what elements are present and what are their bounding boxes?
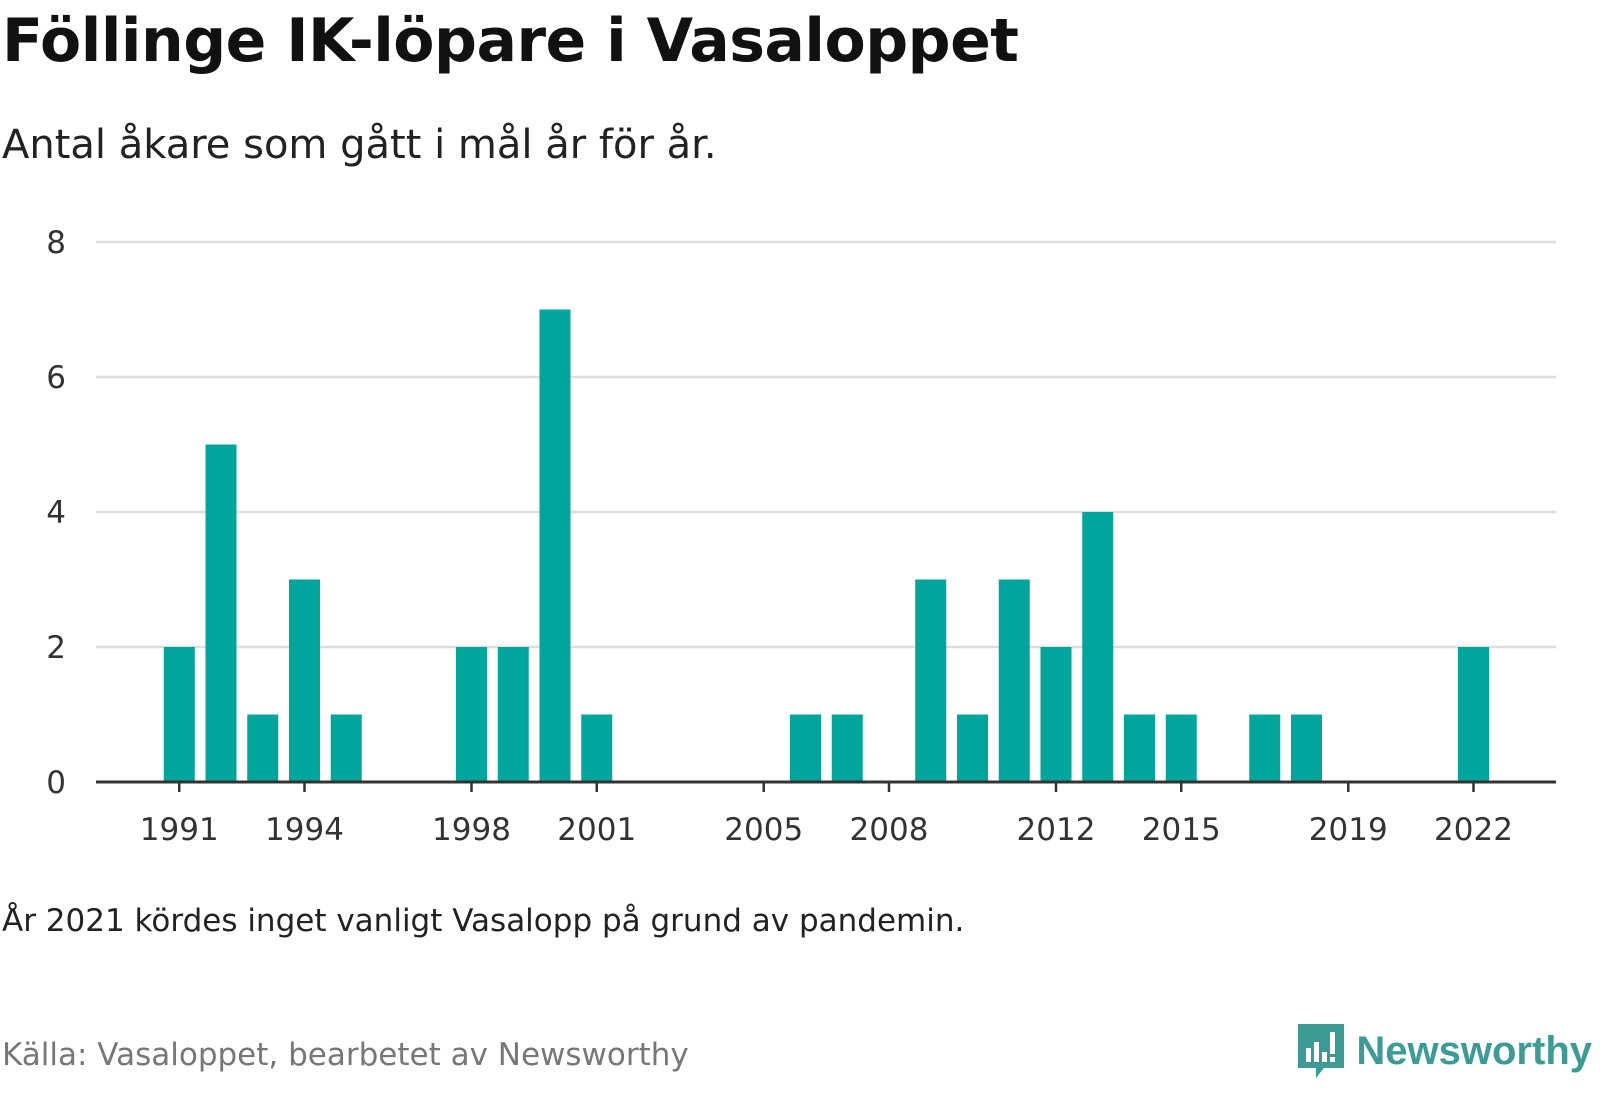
bar xyxy=(831,714,863,782)
bar xyxy=(247,714,279,782)
y-tick-label: 4 xyxy=(46,495,66,531)
bar xyxy=(330,714,362,782)
bar xyxy=(497,647,529,782)
bar xyxy=(1040,647,1072,782)
bar xyxy=(998,579,1030,782)
bar xyxy=(1165,714,1197,782)
x-tick-label: 2008 xyxy=(850,812,929,848)
y-tick-label: 2 xyxy=(46,630,66,666)
bar xyxy=(957,714,988,782)
x-tick-label: 1991 xyxy=(140,812,219,848)
y-axis-ticks: 0 2 4 6 8 xyxy=(46,225,66,801)
y-tick-label: 0 xyxy=(46,765,66,801)
source-text: Källa: Vasaloppet, bearbetet av Newswort… xyxy=(2,1037,689,1073)
bar xyxy=(581,714,613,782)
chart-title: Föllinge IK-löpare i Vasaloppet xyxy=(2,6,1019,76)
chart-subtitle: Antal åkare som gått i mål år för år. xyxy=(2,122,717,168)
bar xyxy=(915,579,947,782)
bar xyxy=(1082,512,1114,782)
bar xyxy=(456,647,487,782)
bar-chart: 0 2 4 6 8 1991 1994 1998 2001 2005 2008 2012 2015 20… xyxy=(46,225,1556,848)
x-axis-ticks: 1991 1994 1998 2001 2005 2008 2012 2015 2019 2022 xyxy=(140,782,1513,848)
x-tick-label: 2005 xyxy=(724,812,803,848)
y-tick-label: 6 xyxy=(46,360,66,396)
bar xyxy=(1249,714,1281,782)
chart-note: År 2021 kördes inget vanligt Vasalopp på… xyxy=(2,903,965,939)
bar xyxy=(790,714,821,782)
bar xyxy=(163,647,195,782)
x-tick-label: 1994 xyxy=(265,812,344,848)
gridlines xyxy=(96,240,1556,649)
newsworthy-logo[interactable]: Newsworthy xyxy=(1296,1022,1592,1080)
bar xyxy=(539,309,571,782)
y-tick-label: 8 xyxy=(46,225,66,261)
x-tick-label: 2015 xyxy=(1142,812,1221,848)
brand-name: Newsworthy xyxy=(1356,1028,1592,1073)
bar xyxy=(289,579,320,782)
bar xyxy=(205,444,237,782)
bar xyxy=(1291,714,1322,782)
bars xyxy=(96,309,1556,784)
bar xyxy=(1458,647,1489,782)
x-tick-label: 2012 xyxy=(1017,812,1096,848)
x-tick-label: 2001 xyxy=(557,812,636,848)
x-tick-label: 2019 xyxy=(1309,812,1388,848)
x-tick-label: 2022 xyxy=(1434,812,1513,848)
newsworthy-logo-icon xyxy=(1298,1024,1345,1078)
x-tick-label: 1998 xyxy=(432,812,511,848)
bar xyxy=(1124,714,1155,782)
